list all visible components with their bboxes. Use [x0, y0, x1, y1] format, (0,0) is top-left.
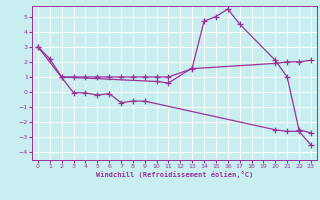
X-axis label: Windchill (Refroidissement éolien,°C): Windchill (Refroidissement éolien,°C) [96, 171, 253, 178]
